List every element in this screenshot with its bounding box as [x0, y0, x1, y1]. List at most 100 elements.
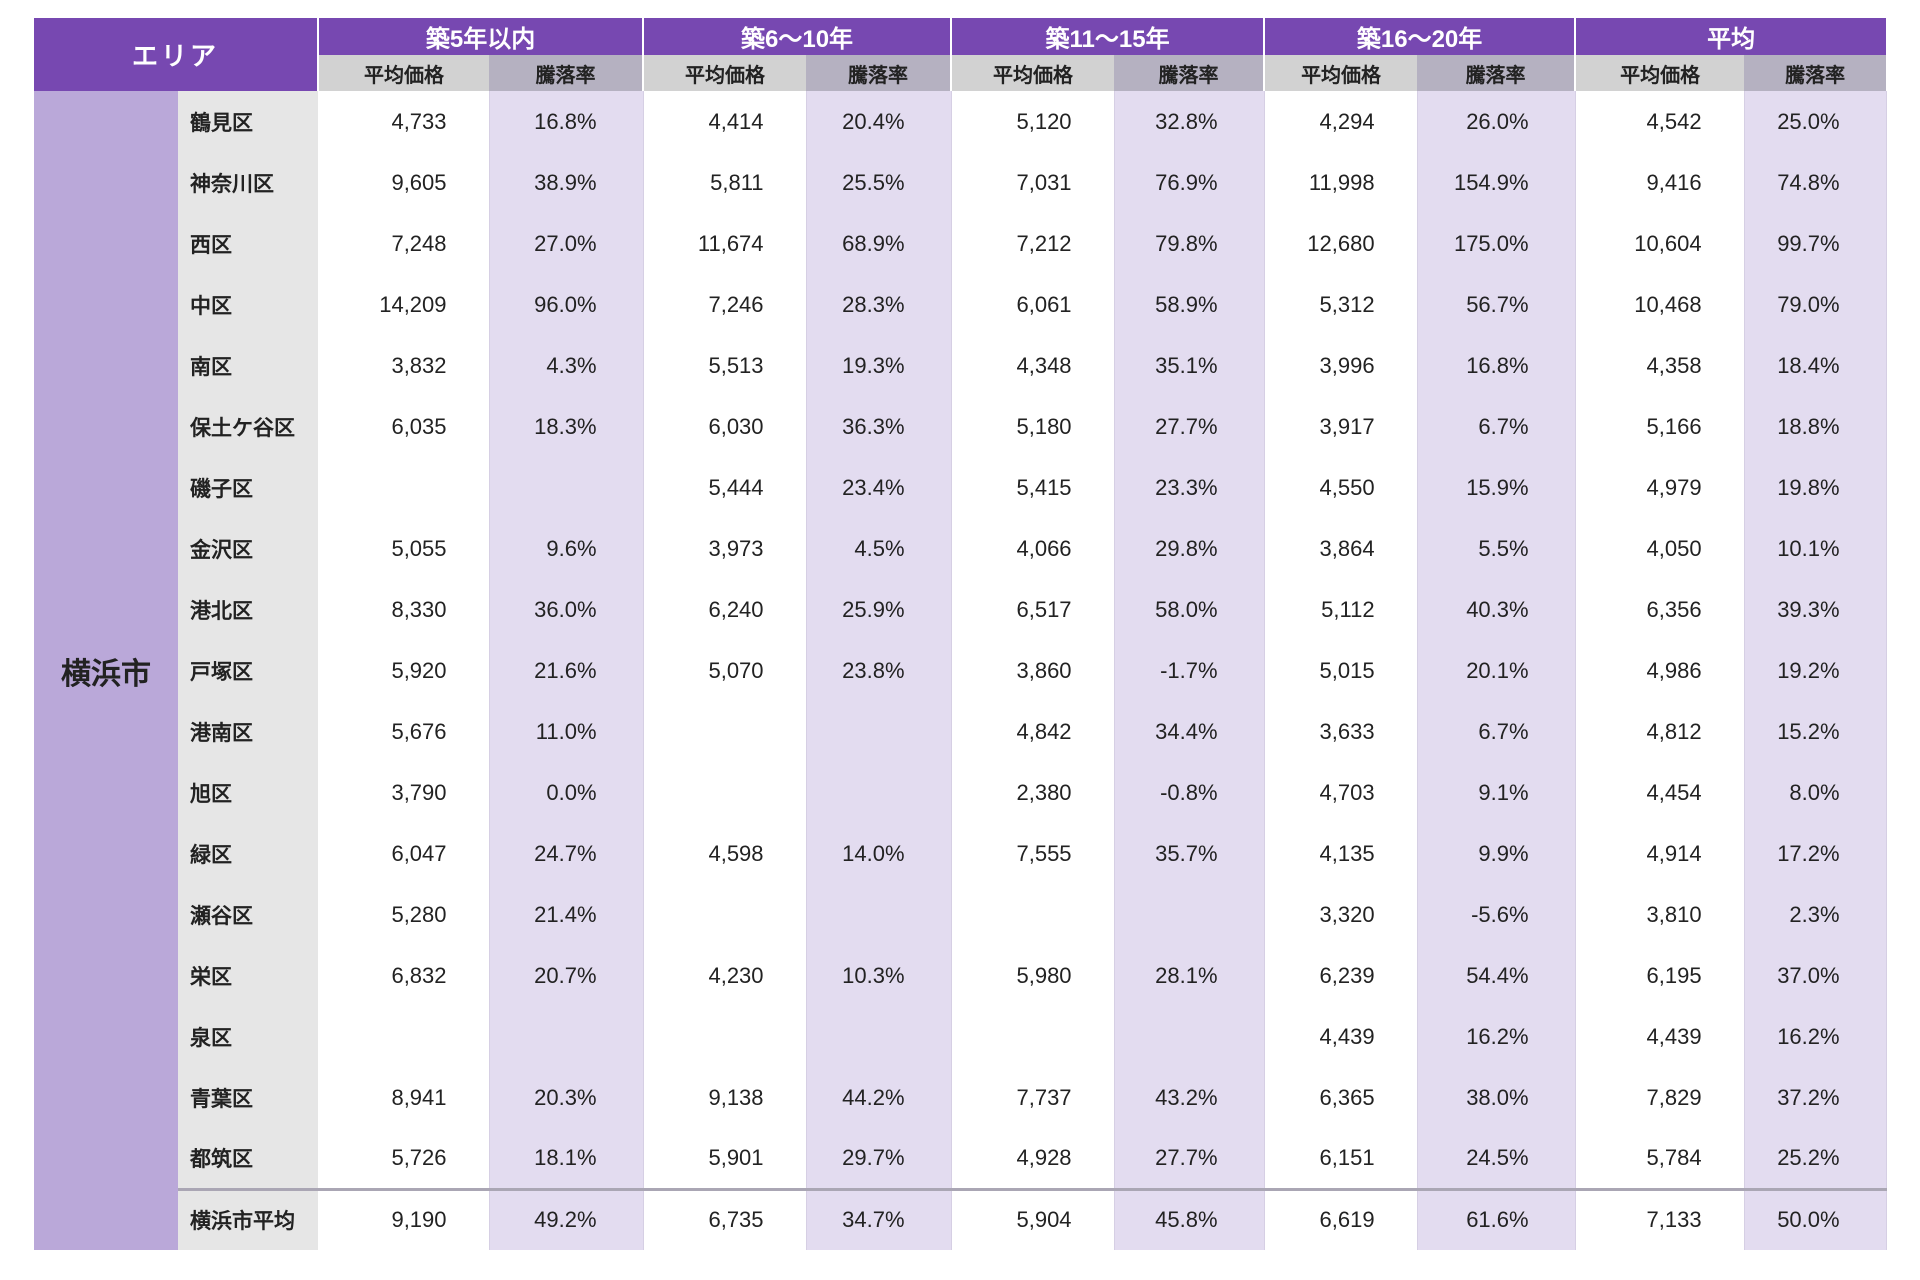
rate-cell: 19.3% [805, 335, 952, 396]
ward-name: 青葉区 [178, 1067, 319, 1128]
price-subheader: 平均価格 [1263, 55, 1418, 91]
price-cell [643, 1006, 807, 1067]
rate-subheader: 騰落率 [1744, 55, 1887, 91]
rate-cell: 96.0% [488, 274, 644, 335]
table-row: 磯子区 5,444 23.4% 5,415 23.3% 4,550 15.9% 4,979 19… [34, 457, 1887, 518]
price-cell: 12,680 [1264, 213, 1418, 274]
rate-cell: 26.0% [1416, 91, 1576, 152]
rate-cell: 6.7% [1416, 701, 1576, 762]
ward-name: 横浜市平均 [178, 1187, 319, 1250]
ward-name: 都筑区 [178, 1128, 319, 1189]
price-cell: 14,209 [318, 274, 490, 335]
price-cell: 9,416 [1575, 152, 1745, 213]
price-cell: 4,986 [1575, 640, 1745, 701]
rate-cell: 29.7% [805, 1128, 952, 1189]
rate-cell: 24.5% [1416, 1128, 1576, 1189]
rate-cell: 54.4% [1416, 945, 1576, 1006]
price-cell: 4,542 [1575, 91, 1745, 152]
rate-cell: 23.3% [1113, 457, 1265, 518]
rate-cell: 19.2% [1743, 640, 1887, 701]
age-group-header: 築11〜15年 [950, 18, 1265, 55]
price-cell [318, 1006, 490, 1067]
price-subheader: 平均価格 [950, 55, 1115, 91]
price-cell: 6,735 [643, 1187, 807, 1250]
price-cell: 8,941 [318, 1067, 490, 1128]
rate-cell: 45.8% [1113, 1187, 1265, 1250]
rate-cell: 4.5% [805, 518, 952, 579]
price-cell: 3,810 [1575, 884, 1745, 945]
rate-cell: 25.9% [805, 579, 952, 640]
rate-cell: 27.7% [1113, 1128, 1265, 1189]
price-cell: 10,468 [1575, 274, 1745, 335]
rate-cell: 6.7% [1416, 396, 1576, 457]
rate-cell: 24.7% [488, 823, 644, 884]
ward-name: 磯子区 [178, 457, 319, 518]
price-cell: 5,180 [951, 396, 1115, 457]
price-cell: 4,414 [643, 91, 807, 152]
rate-cell: 61.6% [1416, 1187, 1576, 1250]
table-row: 戸塚区 5,920 21.6% 5,070 23.8% 3,860 -1.7% 5,015 20… [34, 640, 1887, 701]
age-group-header: 築6〜10年 [642, 18, 952, 55]
rate-cell: 74.8% [1743, 152, 1887, 213]
price-cell: 6,195 [1575, 945, 1745, 1006]
price-cell: 5,904 [951, 1187, 1115, 1250]
table-row: 港南区 5,676 11.0% 4,842 34.4% 3,633 6.7% 4,812 15.… [34, 701, 1887, 762]
ward-name: 西区 [178, 213, 319, 274]
price-cell: 5,726 [318, 1128, 490, 1189]
table-row: 旭区 3,790 0.0% 2,380 -0.8% 4,703 9.1% 4,454 8.0% [34, 762, 1887, 823]
rate-cell: 5.5% [1416, 518, 1576, 579]
price-cell: 7,829 [1575, 1067, 1745, 1128]
rate-subheader: 騰落率 [1417, 55, 1576, 91]
rate-cell: 154.9% [1416, 152, 1576, 213]
rate-cell: 9.6% [488, 518, 644, 579]
rate-cell: 15.2% [1743, 701, 1887, 762]
price-cell: 7,248 [318, 213, 490, 274]
rate-cell: 17.2% [1743, 823, 1887, 884]
price-cell [318, 457, 490, 518]
rate-cell [488, 457, 644, 518]
price-cell: 3,917 [1264, 396, 1418, 457]
rate-cell: 76.9% [1113, 152, 1265, 213]
rate-cell: 16.2% [1416, 1006, 1576, 1067]
price-cell: 6,035 [318, 396, 490, 457]
price-cell: 5,166 [1575, 396, 1745, 457]
rate-cell: 11.0% [488, 701, 644, 762]
table-row: 青葉区 8,941 20.3% 9,138 44.2% 7,737 43.2% 6,365 38… [34, 1067, 1887, 1128]
rate-cell: 79.8% [1113, 213, 1265, 274]
price-cell: 4,439 [1575, 1006, 1745, 1067]
price-cell: 5,444 [643, 457, 807, 518]
ward-name: 港南区 [178, 701, 319, 762]
age-group-header: 築16〜20年 [1263, 18, 1576, 55]
rate-cell: 20.4% [805, 91, 952, 152]
rate-cell: 2.3% [1743, 884, 1887, 945]
price-change-table: エリア 築5年以内 築6〜10年 築11〜15年 築16〜20年 平均 平均価格 騰落率 平均価… [34, 18, 1887, 1250]
rate-cell [805, 884, 952, 945]
price-cell: 6,239 [1264, 945, 1418, 1006]
rate-cell: 18.3% [488, 396, 644, 457]
rate-cell: 23.4% [805, 457, 952, 518]
rate-cell: 20.3% [488, 1067, 644, 1128]
price-subheader: 平均価格 [1574, 55, 1745, 91]
rate-cell: 16.8% [1416, 335, 1576, 396]
price-cell: 9,138 [643, 1067, 807, 1128]
price-cell [643, 762, 807, 823]
price-cell: 5,811 [643, 152, 807, 213]
rate-cell: 21.4% [488, 884, 644, 945]
price-cell: 4,050 [1575, 518, 1745, 579]
rate-cell: 36.0% [488, 579, 644, 640]
price-cell: 3,860 [951, 640, 1115, 701]
price-cell: 4,348 [951, 335, 1115, 396]
ward-name: 鶴見区 [178, 91, 319, 152]
rate-cell: 32.8% [1113, 91, 1265, 152]
price-cell: 5,920 [318, 640, 490, 701]
rate-cell: 40.3% [1416, 579, 1576, 640]
rate-cell: 49.2% [488, 1187, 644, 1250]
ward-name: 神奈川区 [178, 152, 319, 213]
price-cell: 4,928 [951, 1128, 1115, 1189]
rate-cell: 58.0% [1113, 579, 1265, 640]
rate-cell: 10.3% [805, 945, 952, 1006]
rate-cell: 20.7% [488, 945, 644, 1006]
table-row: 南区 3,832 4.3% 5,513 19.3% 4,348 35.1% 3,996 16.8… [34, 335, 1887, 396]
rate-cell: 18.8% [1743, 396, 1887, 457]
price-cell: 7,031 [951, 152, 1115, 213]
